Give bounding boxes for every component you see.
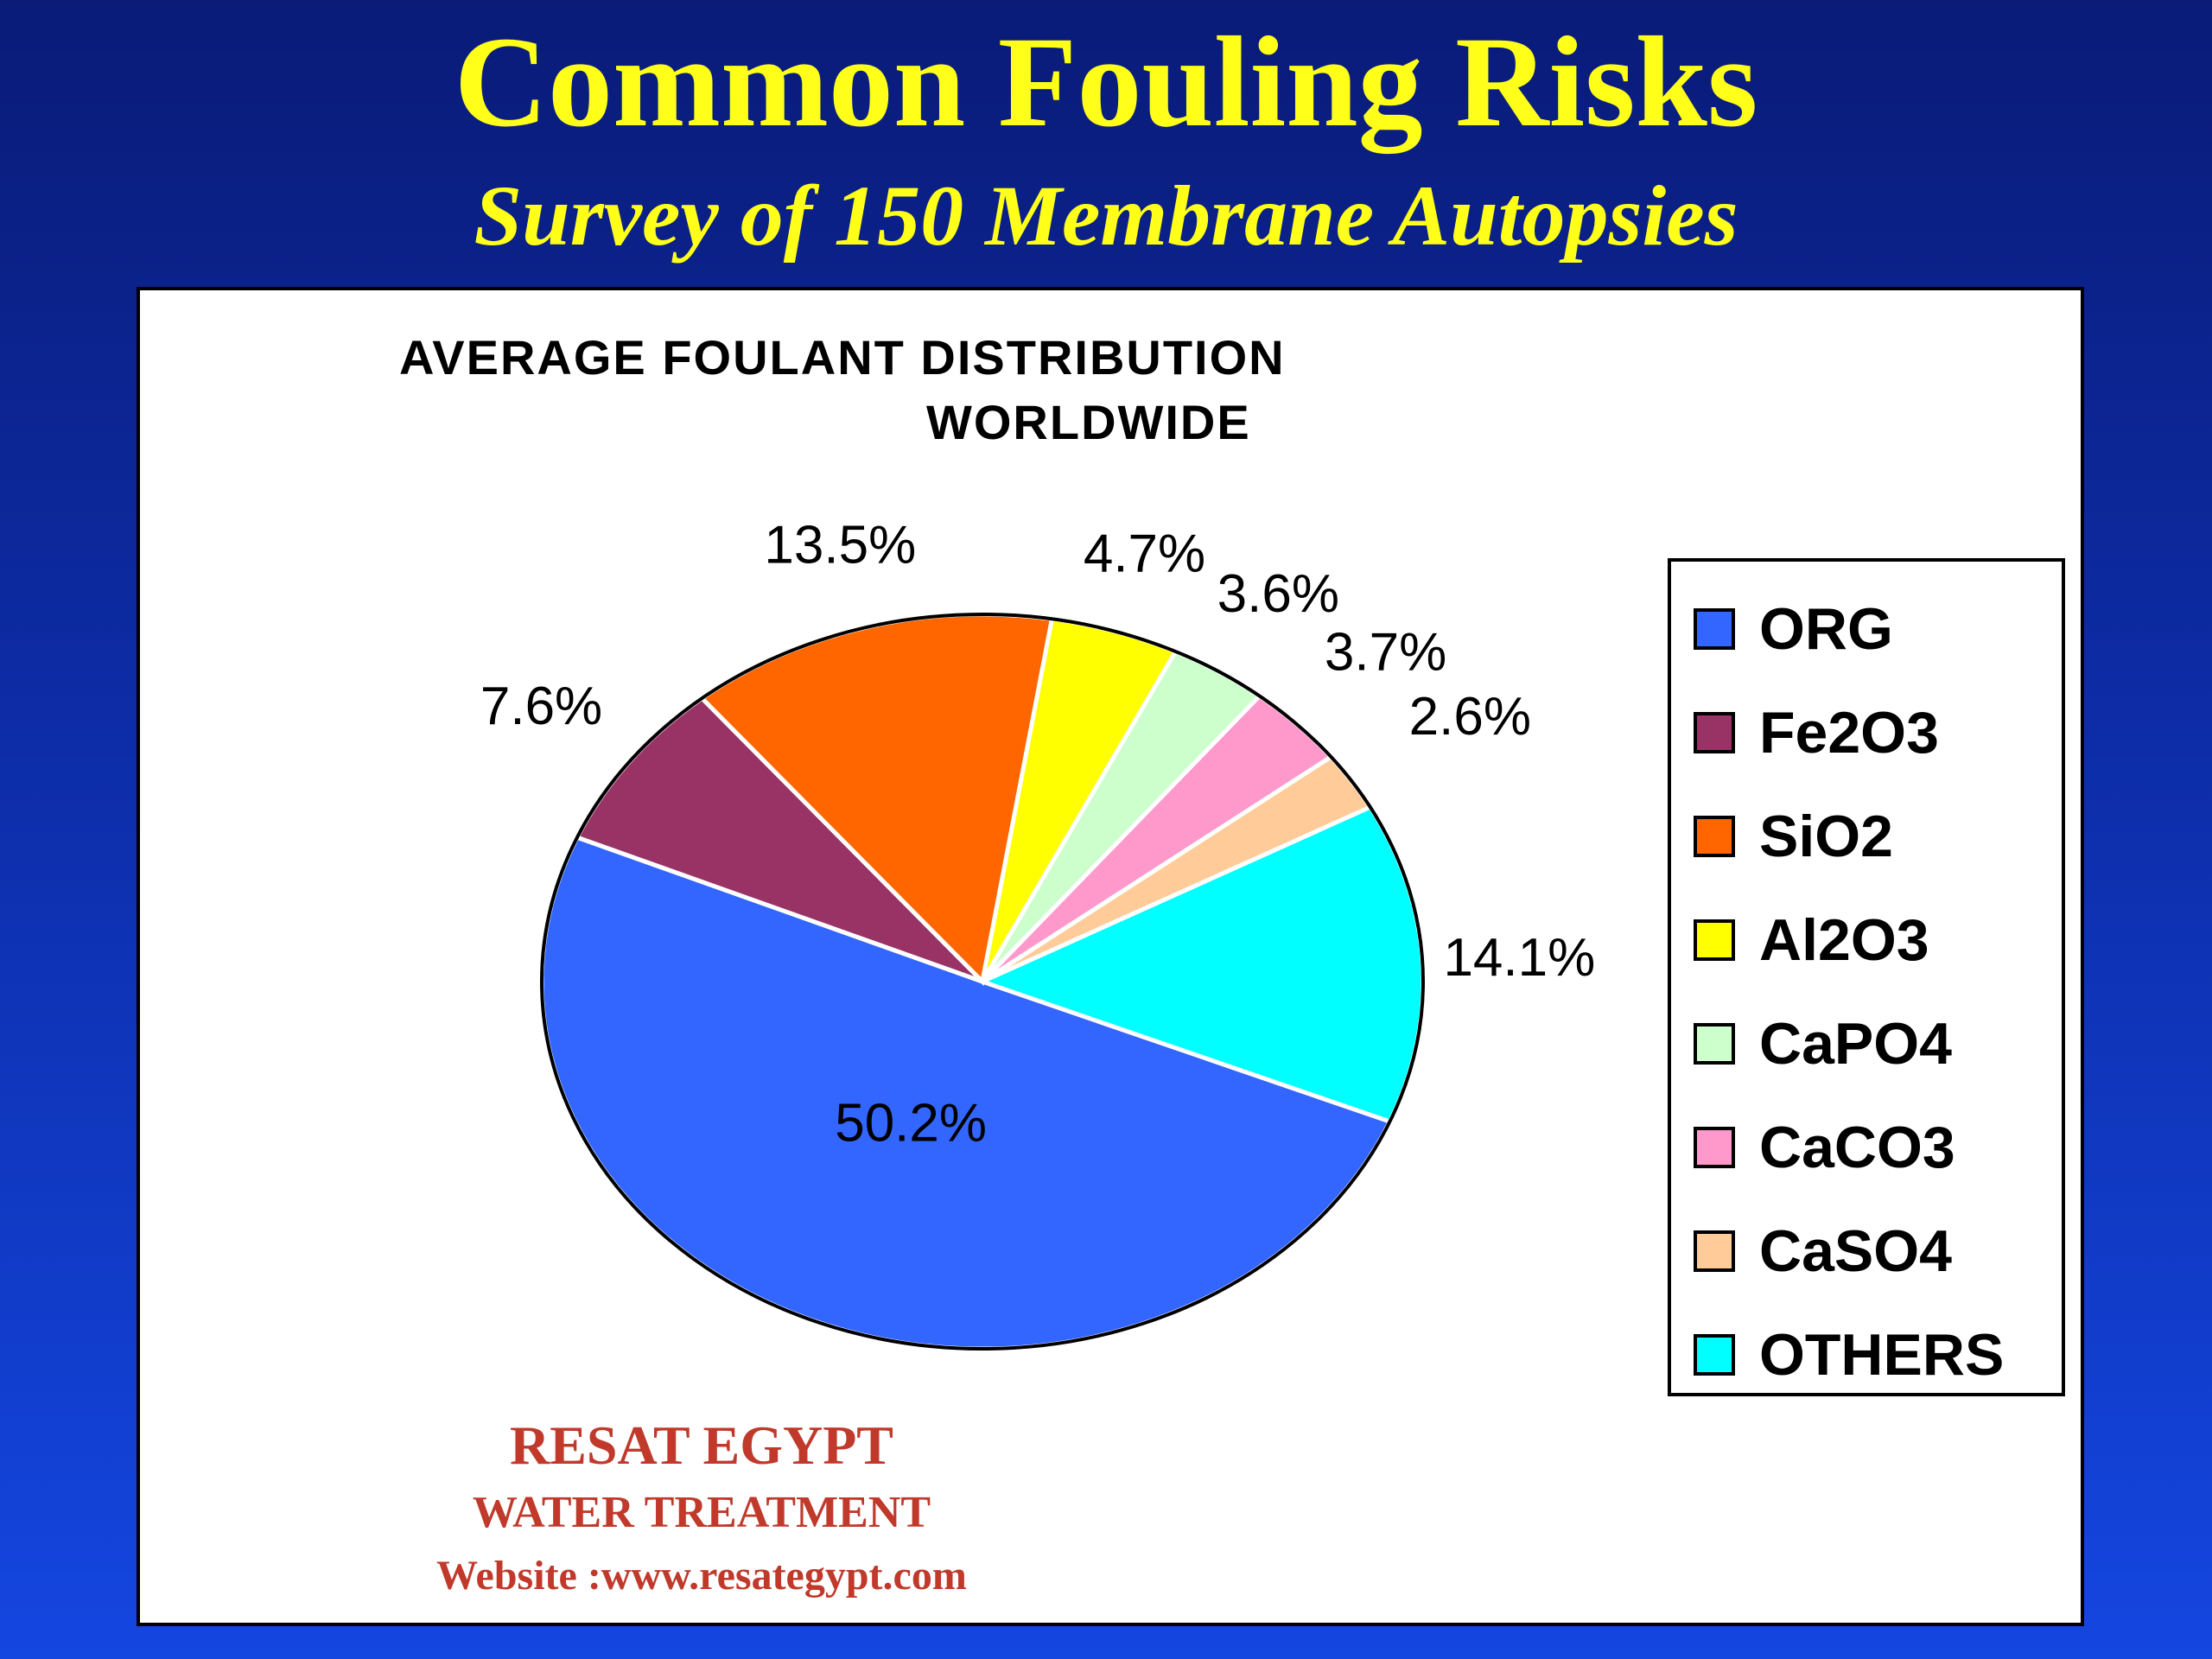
legend-swatch <box>1694 1023 1735 1065</box>
legend-label: OTHERS <box>1759 1322 2005 1388</box>
legend-swatch <box>1694 1127 1735 1168</box>
legend-label: ORG <box>1759 596 1893 662</box>
slide-subtitle: Survey of 150 Membrane Autopsies <box>474 168 1738 264</box>
legend-swatch <box>1694 816 1735 857</box>
legend-swatch <box>1694 919 1735 961</box>
chart-title-line-2: WORLDWIDE <box>926 395 1251 449</box>
legend-item-caco3: CaCO3 <box>1671 1096 2062 1199</box>
legend-item-sio2: SiO2 <box>1671 785 2062 888</box>
legend-label: Al2O3 <box>1759 907 1929 973</box>
slide-title: Common Fouling Risks <box>454 10 1758 154</box>
watermark-website: Website :www.resategypt.com <box>436 1553 967 1599</box>
legend-label: CaCO3 <box>1759 1115 1955 1180</box>
chart-panel: AVERAGE FOULANT DISTRIBUTION WORLDWIDE 5… <box>137 287 2084 1626</box>
legend-item-org: ORG <box>1671 577 2062 681</box>
legend-swatch <box>1694 712 1735 753</box>
legend-item-others: OTHERS <box>1671 1303 2062 1407</box>
data-label-capo4: 3.6% <box>1217 564 1339 624</box>
pie-outline <box>540 613 1425 1351</box>
watermark-company: RESAT EGYPT <box>510 1414 893 1476</box>
data-label-caso4: 2.6% <box>1409 687 1531 747</box>
data-label-caco3: 3.7% <box>1325 623 1446 683</box>
pie-chart: 50.2% 7.6% 13.5% 4.7%3.6%3.7%2.6% 14.1% <box>480 516 1595 1351</box>
data-label-fe2o3: 7.6% <box>480 677 602 736</box>
data-label-others: 14.1% <box>1443 928 1595 988</box>
legend-item-fe2o3: Fe2O3 <box>1671 681 2062 785</box>
chart-legend: ORG Fe2O3 SiO2 Al2O3 CaPO4 CaCO3 CaSO4 OTHERS <box>1668 558 2065 1396</box>
data-label-sio2: 13.5% <box>764 516 916 575</box>
data-label-org: 50.2% <box>835 1094 987 1154</box>
legend-item-capo4: CaPO4 <box>1671 992 2062 1096</box>
legend-label: SiO2 <box>1759 804 1893 869</box>
watermark-division: WATER TREATMENT <box>472 1488 931 1537</box>
chart-title: AVERAGE FOULANT DISTRIBUTION <box>399 330 1286 385</box>
legend-label: CaSO4 <box>1759 1218 1952 1284</box>
legend-swatch <box>1694 1230 1735 1272</box>
data-label-al2o3: 4.7% <box>1084 524 1205 584</box>
legend-label: Fe2O3 <box>1759 700 1939 766</box>
legend-label: CaPO4 <box>1759 1011 1952 1077</box>
legend-swatch <box>1694 608 1735 650</box>
legend-swatch <box>1694 1334 1735 1376</box>
legend-item-al2o3: Al2O3 <box>1671 888 2062 992</box>
legend-item-caso4: CaSO4 <box>1671 1199 2062 1303</box>
